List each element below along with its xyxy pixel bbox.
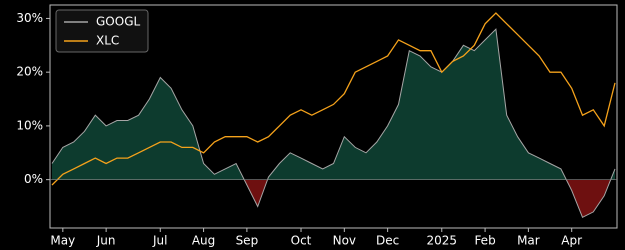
x-tick-label: Sep (236, 234, 259, 248)
x-tick-label: Feb (474, 234, 495, 248)
x-tick-label: Oct (291, 234, 312, 248)
x-tick-label: May (50, 234, 75, 248)
legend-label: GOOGL (96, 15, 140, 29)
x-tick-label: Aug (192, 234, 215, 248)
x-tick-label: Jun (96, 234, 116, 248)
x-tick-label: Apr (561, 234, 582, 248)
y-tick-label: 30% (16, 11, 43, 25)
y-tick-label: 0% (24, 172, 43, 186)
x-tick-label: Dec (376, 234, 399, 248)
legend-label: XLC (96, 34, 119, 48)
x-tick-label: Nov (333, 234, 356, 248)
x-tick-label: Jul (152, 234, 167, 248)
x-tick-label: 2025 (426, 234, 457, 248)
series-line (51, 28, 616, 218)
area-positive (52, 29, 615, 180)
y-tick-label: 20% (16, 65, 43, 79)
series-line (51, 12, 616, 186)
x-tick-label: Mar (517, 234, 540, 248)
y-tick-label: 10% (16, 118, 43, 132)
